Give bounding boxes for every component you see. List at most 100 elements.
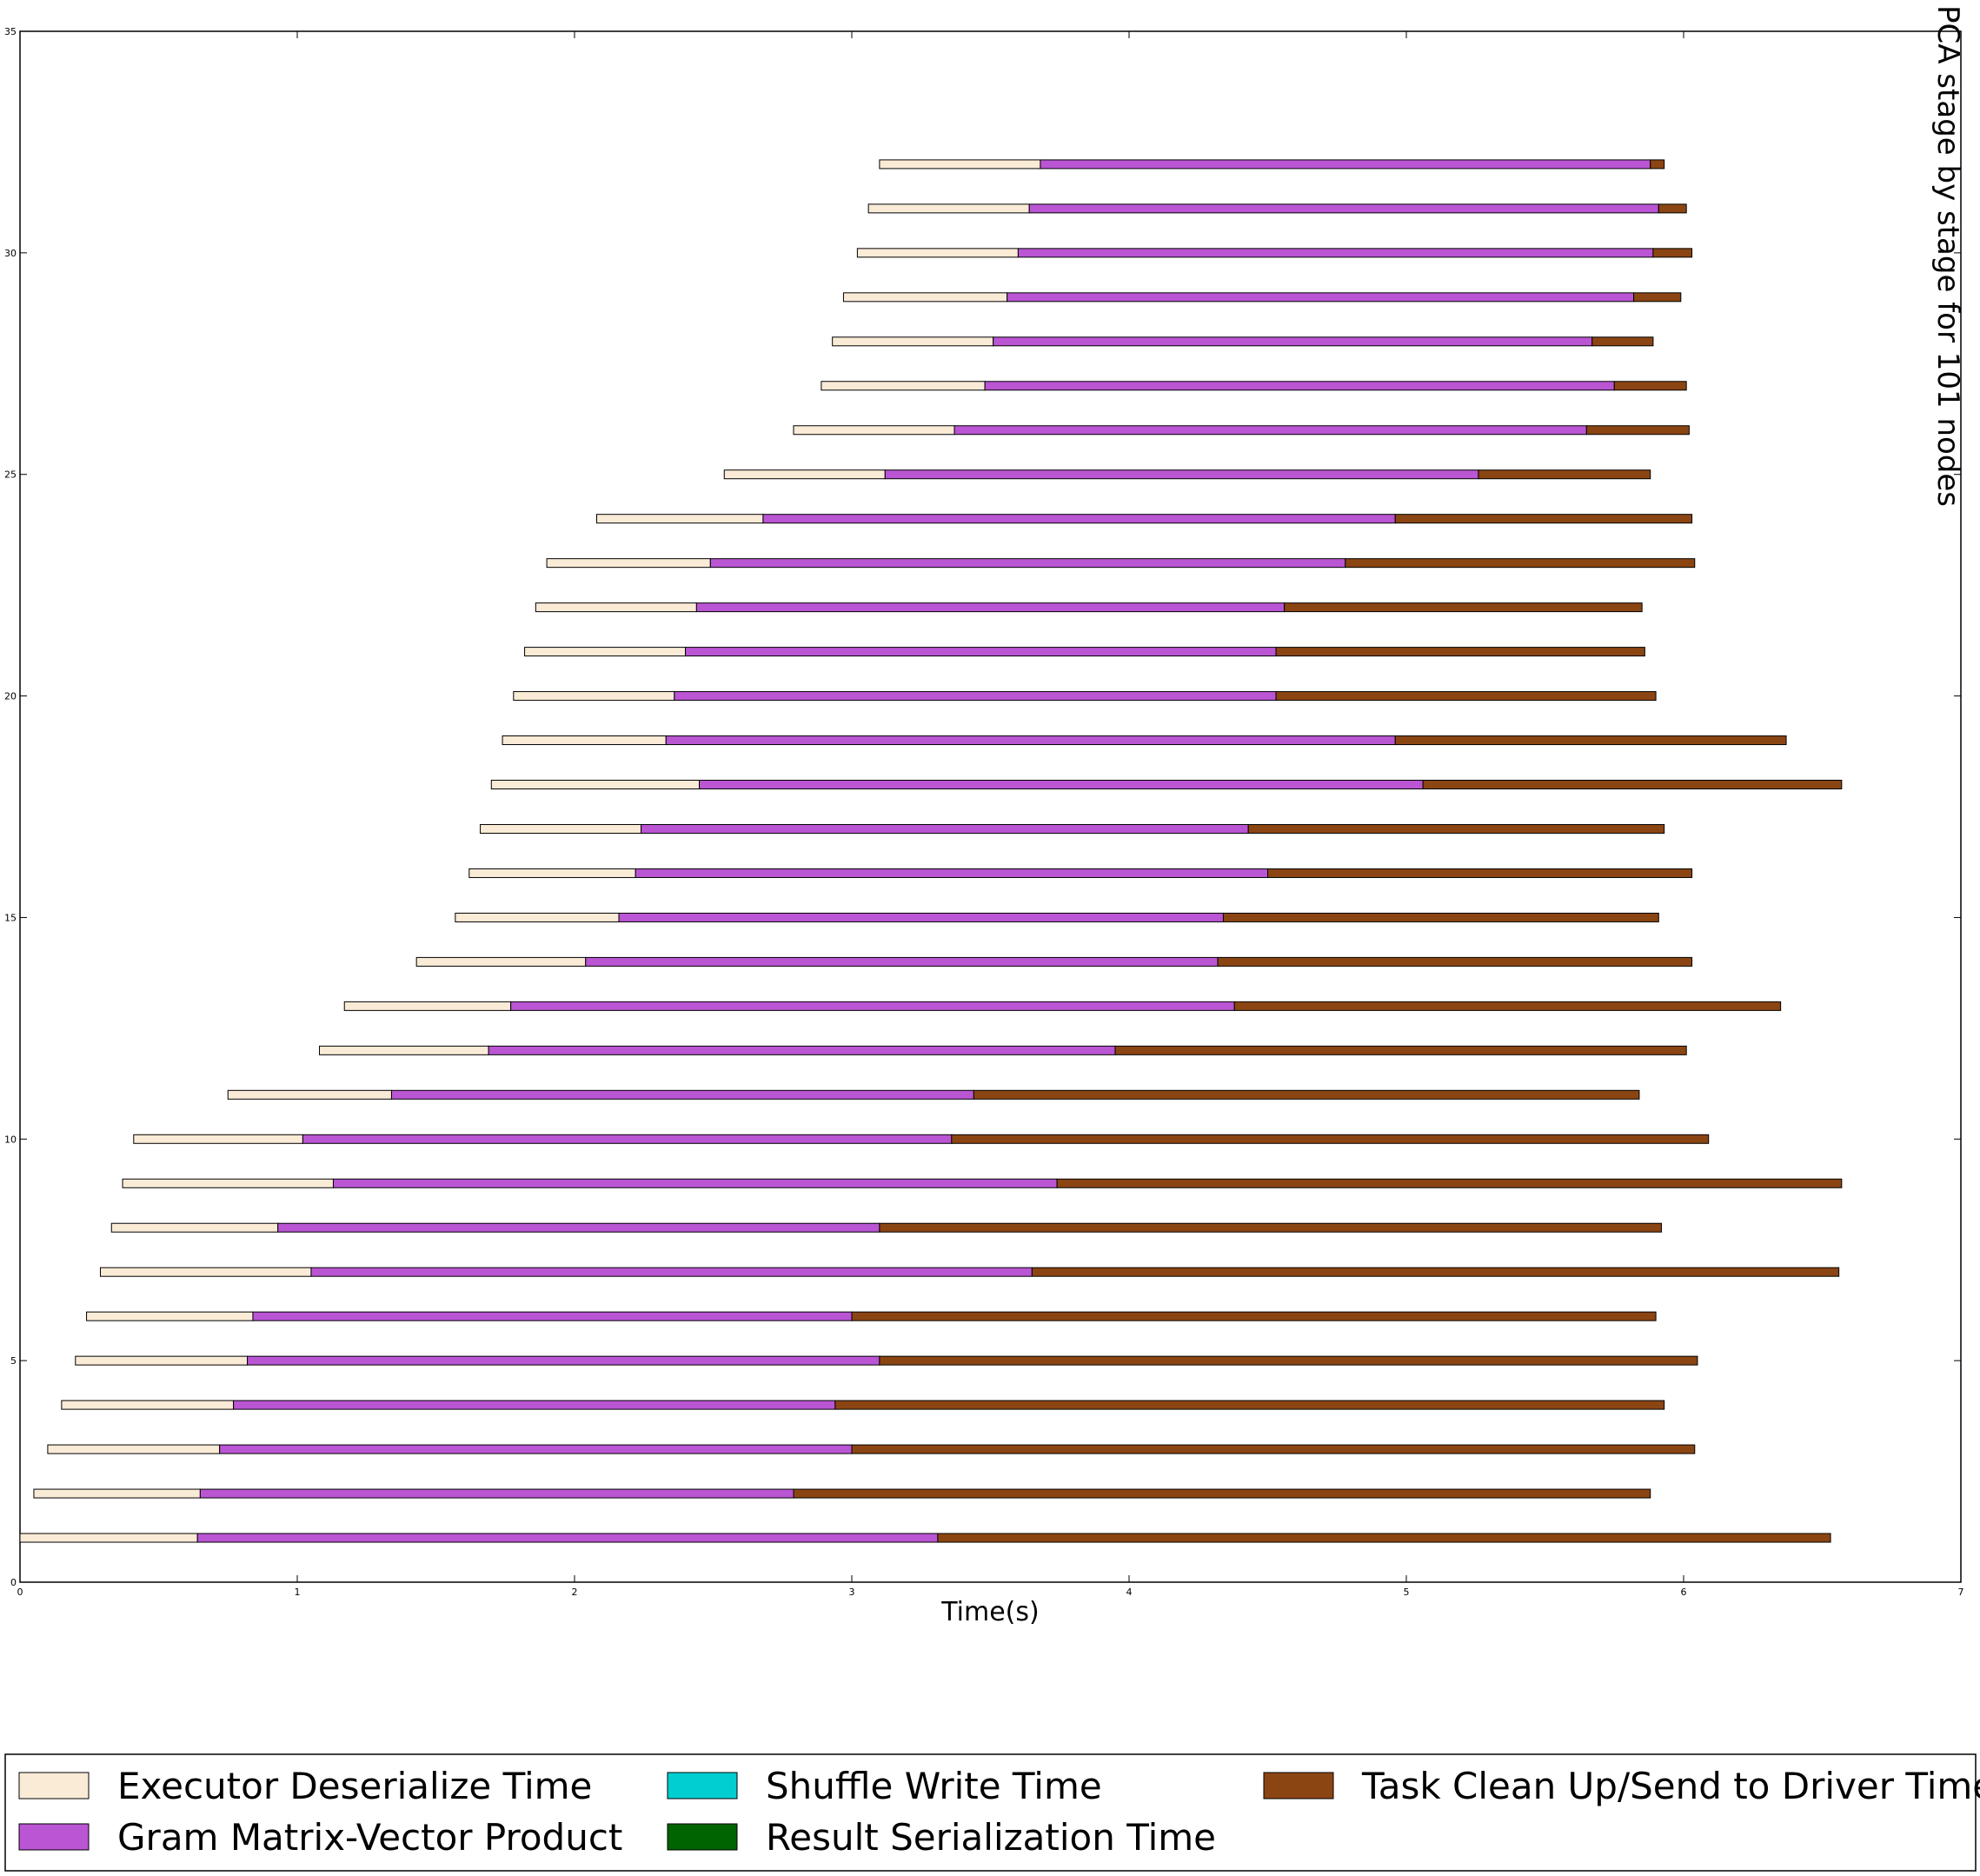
bar-segment-gram-product: [390, 1089, 974, 1100]
bar-segment-deserialize: [227, 1089, 392, 1100]
bar-segment-deserialize: [490, 780, 701, 790]
bar-segment-cleanup: [879, 1355, 1698, 1366]
bar-segment-cleanup: [793, 1488, 1651, 1499]
bar-segment-deserialize: [502, 735, 667, 746]
bar-segment-deserialize: [86, 1311, 254, 1321]
bar-segment-cleanup: [1652, 248, 1693, 258]
bar-segment-cleanup: [834, 1400, 1665, 1410]
bar-segment-deserialize: [535, 602, 697, 613]
x-axis-label: Time(s): [940, 1597, 1039, 1627]
bar-segment-gram-product: [488, 1045, 1116, 1055]
bar-segment-cleanup: [1591, 336, 1654, 347]
bar-segment-deserialize: [455, 912, 620, 922]
bar-segment-gram-product: [1040, 159, 1651, 170]
bar-segment-deserialize: [47, 1444, 221, 1454]
bar-segment-gram-product: [247, 1355, 880, 1366]
bar-segment-deserialize: [879, 159, 1041, 170]
bar-segment-cleanup: [879, 1222, 1662, 1233]
bar-segment-gram-product: [685, 647, 1277, 657]
bar-segment-gram-product: [699, 780, 1424, 790]
bar-segment-cleanup: [1275, 647, 1645, 657]
x-tick-label: 6: [1681, 1587, 1687, 1598]
ticks-layer: 0 1 2 3 4 5 6 7 0 5 10 15 20 25 30 35: [4, 26, 1964, 1598]
bar-segment-cleanup: [1422, 780, 1843, 790]
x-tick-label: 3: [849, 1587, 855, 1598]
legend-label: Task Clean Up/Send to Driver Time: [1361, 1765, 1980, 1807]
bar-segment-deserialize: [821, 381, 986, 391]
bar-segment-cleanup: [1247, 823, 1665, 834]
bar-segment-deserialize: [343, 1001, 512, 1011]
bar-segment-cleanup: [1478, 469, 1651, 480]
x-tick-label: 2: [572, 1587, 578, 1598]
legend-swatch: [18, 1823, 90, 1851]
bar-segment-cleanup: [1056, 1178, 1843, 1188]
bar-segment-gram-product: [510, 1001, 1235, 1011]
bar-segment-deserialize: [415, 956, 587, 967]
bar-segment-cleanup: [1345, 558, 1696, 569]
bar-segment-deserialize: [842, 292, 1008, 303]
x-tick-label: 4: [1126, 1587, 1133, 1598]
bar-segment-cleanup: [1613, 381, 1687, 391]
y-tick-label: 35: [4, 26, 17, 37]
legend-label: Result Serialization Time: [766, 1816, 1216, 1859]
bar-segment-deserialize: [100, 1267, 312, 1277]
x-tick-label: 1: [295, 1587, 301, 1598]
bar-segment-cleanup: [1275, 691, 1657, 702]
bar-segment-gram-product: [709, 558, 1346, 569]
bar-segment-deserialize: [110, 1222, 279, 1233]
chart-title: PCA stage by stage for 101 nodes: [1930, 5, 1965, 507]
bar-segment-deserialize: [793, 425, 955, 436]
bar-segment-gram-product: [310, 1267, 1033, 1277]
bar-segment-gram-product: [332, 1178, 1058, 1188]
bar-segment-cleanup: [1585, 425, 1690, 436]
bar-segment-deserialize: [61, 1400, 235, 1410]
bar-segment-cleanup: [1222, 912, 1659, 922]
bar-segment-gram-product: [884, 469, 1479, 480]
y-tick-label: 10: [4, 1134, 17, 1145]
bar-segment-cleanup: [851, 1444, 1696, 1454]
bar-segment-cleanup: [1658, 203, 1687, 214]
bar-segment-cleanup: [951, 1134, 1710, 1144]
legend: Executor Deserialize Time Gram Matrix-Vec…: [4, 1753, 1980, 1872]
bar-segment-cleanup: [1217, 956, 1693, 967]
bar-segment-gram-product: [762, 514, 1396, 524]
bar-segment-deserialize: [468, 868, 636, 878]
bar-segment-gram-product: [618, 912, 1224, 922]
bar-segment-deserialize: [75, 1355, 249, 1366]
bar-segment-deserialize: [480, 823, 642, 834]
bar-segment-deserialize: [723, 469, 886, 480]
bar-segment-cleanup: [1650, 159, 1665, 170]
bar-segment-deserialize: [319, 1045, 489, 1055]
bar-segment-gram-product: [993, 336, 1593, 347]
bar-segment-gram-product: [1017, 248, 1654, 258]
legend-label: Gram Matrix-Vector Product: [117, 1816, 622, 1859]
legend-label: Shuffle Write Time: [766, 1765, 1102, 1807]
x-tick-label: 7: [1958, 1587, 1964, 1598]
bar-segment-deserialize: [867, 203, 1030, 214]
legend-swatch: [667, 1772, 738, 1799]
bar-segment-gram-product: [695, 602, 1286, 613]
bar-segment-cleanup: [973, 1089, 1640, 1100]
bar-segment-gram-product: [196, 1533, 939, 1543]
bar-segment-cleanup: [937, 1533, 1831, 1543]
bar-segment-cleanup: [1031, 1267, 1840, 1277]
x-tick-label: 0: [17, 1587, 23, 1598]
bar-segment-gram-product: [585, 956, 1219, 967]
bar-segment-cleanup: [1394, 735, 1787, 746]
bar-segment-gram-product: [277, 1222, 880, 1233]
bar-segment-cleanup: [1633, 292, 1682, 303]
bar-segment-gram-product: [199, 1488, 794, 1499]
plot-area: [19, 30, 1962, 1583]
bar-segment-gram-product: [1028, 203, 1659, 214]
bar-segment-deserialize: [524, 647, 687, 657]
bar-segment-gram-product: [635, 868, 1268, 878]
bar-segment-deserialize: [19, 1533, 198, 1543]
legend-swatch: [1263, 1772, 1334, 1799]
bar-segment-deserialize: [856, 248, 1019, 258]
legend-label: Executor Deserialize Time: [117, 1765, 592, 1807]
bar-segment-deserialize: [122, 1178, 334, 1188]
bar-segment-deserialize: [133, 1134, 303, 1144]
bars-layer: [19, 159, 1843, 1543]
bar-segment-cleanup: [851, 1311, 1657, 1321]
bar-segment-gram-product: [219, 1444, 853, 1454]
